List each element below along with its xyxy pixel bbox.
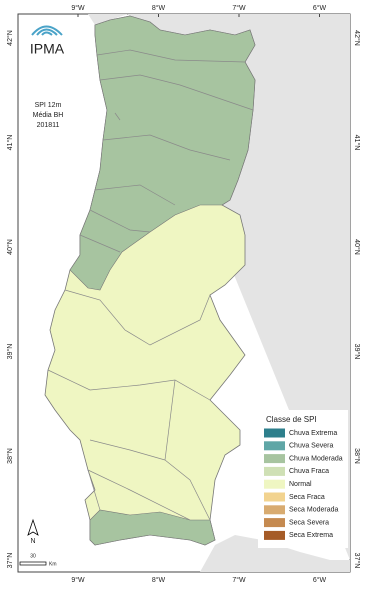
- lon-label: 8°W: [152, 4, 166, 12]
- logo-text: IPMA: [30, 41, 65, 57]
- legend-label: Seca Moderada: [289, 507, 339, 514]
- lon-label: 7°W: [232, 4, 246, 12]
- legend-title: Classe de SPI: [266, 415, 317, 424]
- spain-north: [80, 14, 128, 25]
- legend-label: Chuva Moderada: [289, 455, 343, 462]
- scale-unit: Km: [49, 561, 57, 567]
- legend-swatch: [264, 428, 285, 438]
- lat-label: 41°N: [6, 135, 14, 151]
- lon-label: 6°W: [313, 4, 327, 12]
- legend-label: Chuva Severa: [289, 443, 333, 450]
- lon-label: 7°W: [232, 576, 246, 584]
- legend-label: Chuva Extrema: [289, 430, 337, 437]
- north-arrow: [27, 518, 39, 536]
- algarve-region: [89, 509, 216, 546]
- legend-swatch: [264, 492, 285, 502]
- legend-label: Chuva Fraca: [289, 468, 329, 475]
- lat-label: 39°N: [6, 344, 14, 360]
- logo-icon: [31, 25, 63, 36]
- legend-swatch: [264, 479, 285, 489]
- lat-label: 38°N: [6, 448, 14, 464]
- legend-label: Normal: [289, 481, 312, 488]
- lat-label: 40°N: [6, 239, 14, 255]
- north-label: N: [30, 538, 35, 545]
- lon-label: 9°W: [71, 4, 85, 12]
- lon-label: 9°W: [71, 576, 85, 584]
- legend-label: Seca Severa: [289, 519, 329, 526]
- legend-swatch: [264, 466, 285, 476]
- legend-label: Seca Fraca: [289, 494, 325, 501]
- info-line: Média BH: [33, 112, 64, 119]
- legend-label: Seca Extrema: [289, 532, 333, 539]
- info-line: SPI 12m: [35, 102, 62, 109]
- scale-value: 30: [30, 553, 36, 559]
- spain-land: [95, 14, 350, 572]
- legend-swatch: [264, 518, 285, 528]
- lon-label: 6°W: [313, 576, 327, 584]
- legend-swatch: [264, 454, 285, 464]
- basin-line: [47, 49, 254, 521]
- legend-swatch: [264, 441, 285, 451]
- lat-label: 42°N: [353, 30, 361, 46]
- lon-label: 8°W: [152, 576, 166, 584]
- lat-label: 39°N: [353, 344, 361, 360]
- legend-swatch: [264, 530, 285, 540]
- scale-bar: [19, 561, 47, 566]
- info-line: 201811: [37, 122, 60, 129]
- north-region: [69, 15, 256, 291]
- lat-label: 38°N: [353, 448, 361, 464]
- lat-label: 37°N: [353, 553, 361, 569]
- lat-label: 40°N: [353, 239, 361, 255]
- lat-label: 37°N: [6, 553, 14, 569]
- lat-label: 41°N: [353, 135, 361, 151]
- lat-label: 42°N: [6, 30, 14, 46]
- legend-swatch: [264, 505, 285, 515]
